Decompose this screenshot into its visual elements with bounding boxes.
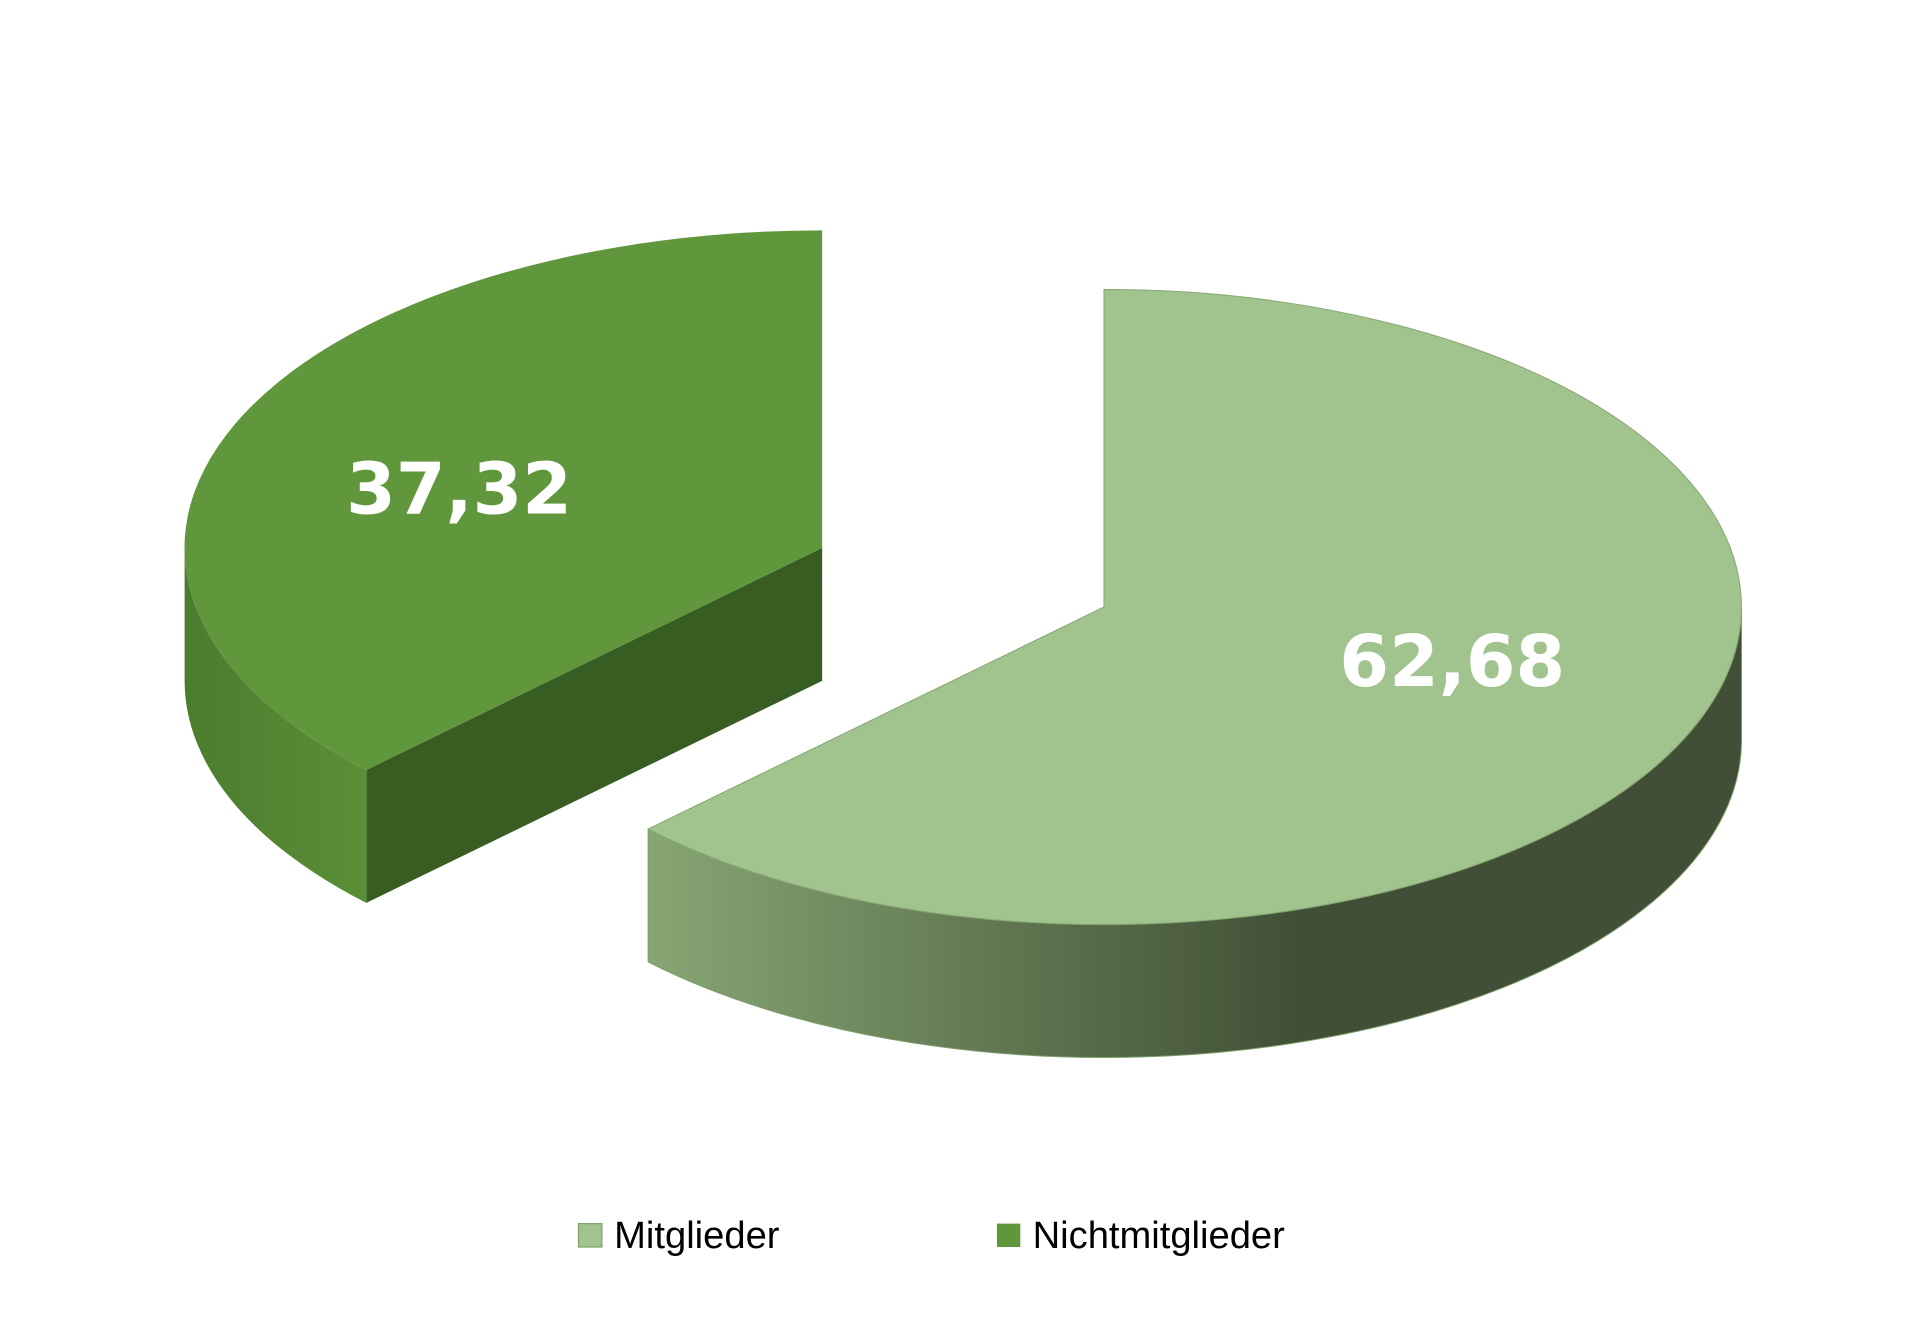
legend: Mitglieder Nichtmitglieder — [577, 1214, 1286, 1257]
legend-label-nichtmitglieder: Nichtmitglieder — [1033, 1214, 1286, 1257]
data-label-nichtmitglieder: 37,32 — [346, 447, 572, 530]
pie-slice-nichtmitglieder — [184, 230, 823, 770]
data-label-mitglieder: 62,68 — [1339, 620, 1565, 703]
legend-swatch-mitglieder — [577, 1223, 603, 1248]
pie-slice-mitglieder — [647, 288, 1742, 926]
pie-side-nichtmitglieder — [184, 547, 367, 903]
legend-swatch-nichtmitglieder — [996, 1223, 1021, 1247]
legend-label-mitglieder: Mitglieder — [614, 1214, 780, 1257]
pie-cut-face-nichtmitglieder — [366, 547, 823, 903]
